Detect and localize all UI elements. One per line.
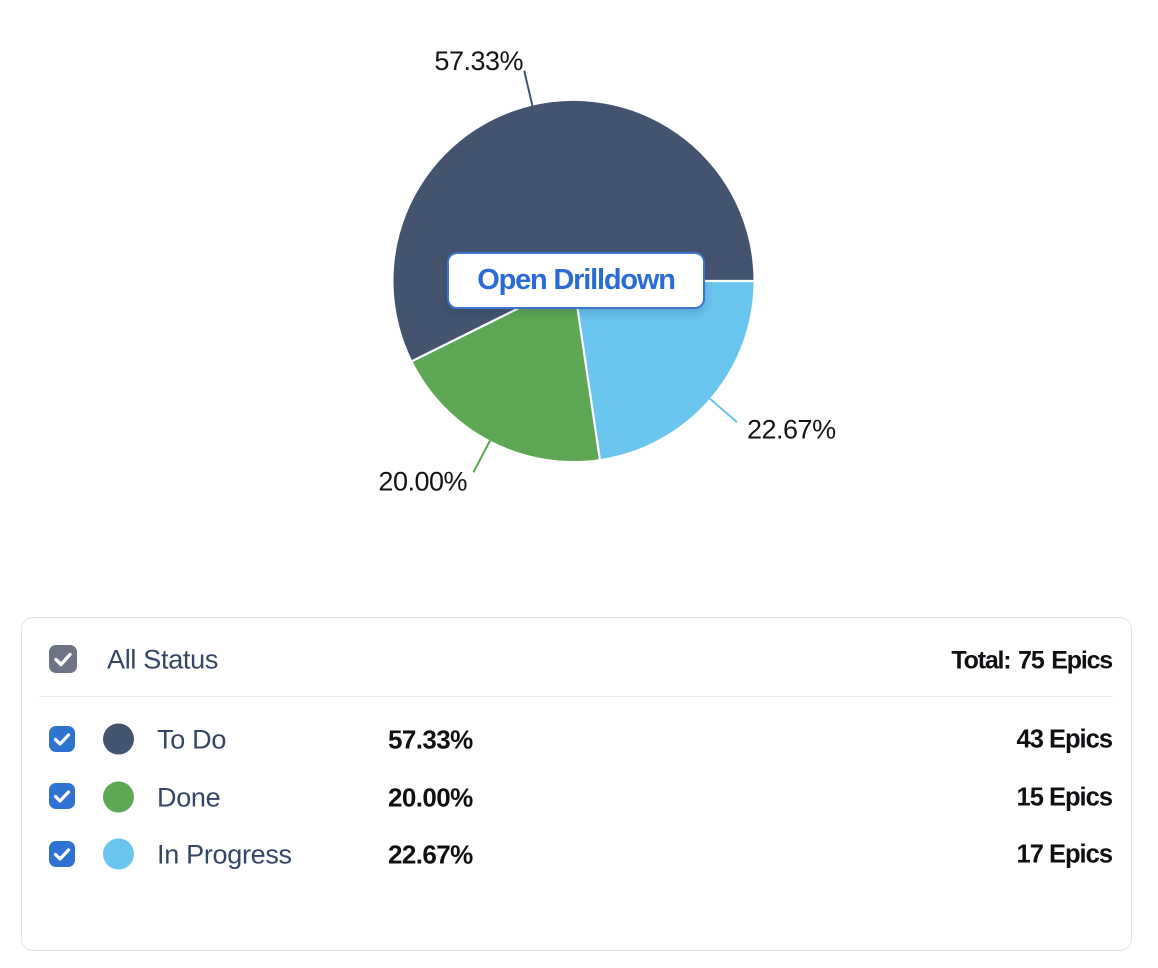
svg-text:20.00%: 20.00% [378,467,467,497]
svg-text:22.67%: 22.67% [747,415,836,445]
svg-text:57.33%: 57.33% [434,46,523,76]
